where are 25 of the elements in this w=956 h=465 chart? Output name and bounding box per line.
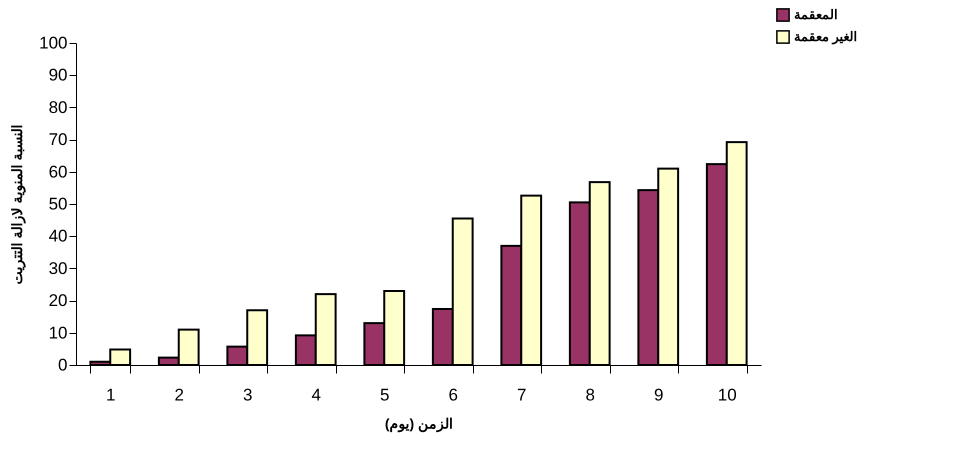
x-tick-label: 2 <box>174 386 184 404</box>
y-tick-label: 100 <box>39 34 68 52</box>
legend-label: الغير معقمة <box>794 29 858 45</box>
y-tick-label: 60 <box>48 162 68 182</box>
x-tick-label: 4 <box>312 386 321 404</box>
y-tick-label: 50 <box>48 194 68 214</box>
x-tick-label: 10 <box>718 386 737 404</box>
y-tick-label: 90 <box>48 66 68 85</box>
x-tick-label: 7 <box>517 386 526 404</box>
x-tick-label: 1 <box>106 386 116 404</box>
x-tick-label: 3 <box>243 386 252 404</box>
y-tick-label: 20 <box>48 291 68 310</box>
x-tick-label: 8 <box>586 386 595 404</box>
x-axis-title: الزمن (يوم) <box>384 416 454 432</box>
y-tick-label: 0 <box>58 356 68 374</box>
y-tick-label: 80 <box>48 98 68 117</box>
y-tick-label: 10 <box>48 323 68 342</box>
x-tick-label: 5 <box>380 386 390 404</box>
y-axis-title: النسبة المنوية لازالة التتريت <box>9 124 26 284</box>
y-tick-label: 30 <box>48 258 68 278</box>
legend-label: المعقمة <box>794 7 838 22</box>
x-tick-label: 6 <box>448 386 458 404</box>
x-tick-label: 9 <box>654 386 664 404</box>
y-tick-label: 40 <box>48 226 68 246</box>
y-tick-label: 70 <box>48 130 68 150</box>
